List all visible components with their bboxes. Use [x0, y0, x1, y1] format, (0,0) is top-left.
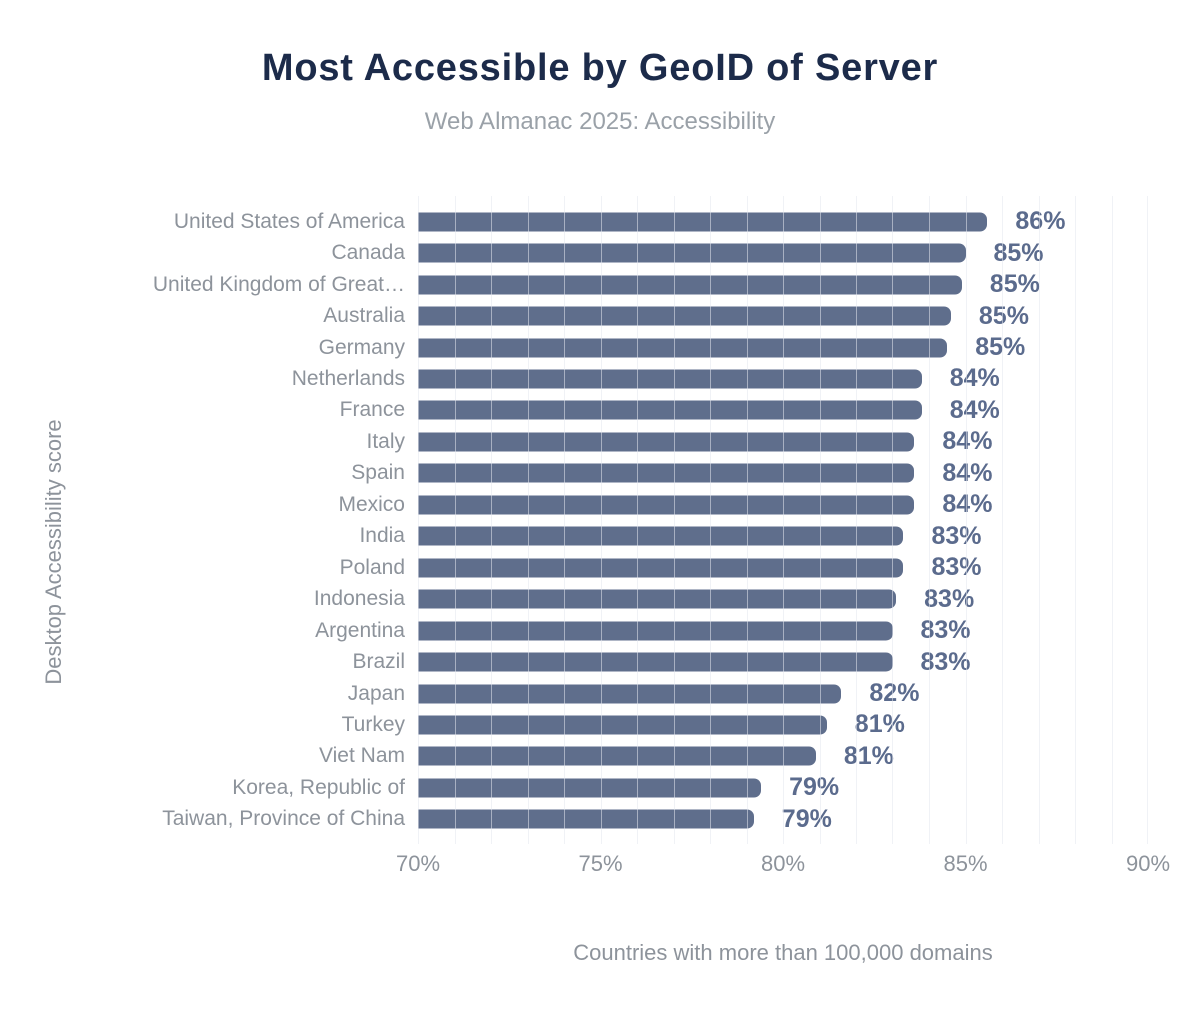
category-label: Japan [347, 681, 405, 705]
value-label: 84% [942, 490, 993, 519]
bar-row: Italy 84% [366, 426, 1148, 457]
bar[interactable] [418, 400, 922, 420]
value-label: 79% [781, 804, 832, 833]
value-label: 83% [920, 647, 971, 676]
x-tick-label: 90% [1125, 851, 1171, 876]
value-label: 81% [843, 741, 894, 770]
chart-subtitle: Web Almanac 2025: Accessibility [424, 108, 776, 135]
value-label: 84% [949, 395, 1000, 424]
category-label: Taiwan, Province of China [162, 807, 405, 831]
y-axis-label: Desktop Accessibility score [41, 419, 66, 685]
bar-row: Australia 85% [323, 300, 1148, 331]
category-label: Viet Nam [319, 744, 405, 768]
bar[interactable] [418, 809, 754, 829]
bar-row: Brazil 83% [352, 646, 1148, 677]
bar-row: Netherlands 84% [292, 363, 1148, 394]
chart-title: Most Accessible by GeoID of Server [261, 47, 939, 89]
category-label: United States of America [173, 209, 405, 233]
bar[interactable] [418, 495, 915, 515]
bar[interactable] [418, 369, 922, 389]
value-label: 82% [869, 679, 920, 708]
value-label: 85% [989, 270, 1040, 299]
value-label: 86% [1015, 207, 1066, 236]
value-label: 83% [931, 521, 982, 550]
x-tick-label: 75% [578, 851, 623, 876]
bar-row: Argentina 83% [315, 615, 1148, 646]
bar-row: Germany 85% [319, 332, 1148, 363]
bar[interactable] [418, 275, 962, 295]
bar-row: Korea, Republic of 79% [232, 772, 1148, 803]
value-label: 84% [942, 427, 993, 456]
x-axis-ticks: 70% 75% 80% 85% 90% [396, 844, 1170, 884]
x-tick-label: 80% [760, 851, 806, 876]
category-label: United Kingdom of Great… [152, 272, 405, 296]
value-label: 85% [975, 333, 1026, 362]
bar-row: Mexico 84% [338, 489, 1148, 520]
value-label: 84% [942, 458, 993, 487]
value-label: 83% [924, 584, 975, 613]
bar[interactable] [418, 212, 988, 232]
value-label: 84% [949, 364, 1000, 393]
category-label: India [359, 524, 405, 548]
bar[interactable] [418, 589, 897, 609]
bar[interactable] [418, 463, 915, 483]
bar-row: Canada 85% [331, 237, 1148, 268]
bar-row: France 84% [340, 395, 1148, 426]
category-label: Korea, Republic of [232, 775, 405, 799]
category-label: France [339, 398, 405, 422]
value-label: 85% [993, 238, 1044, 267]
bar[interactable] [418, 621, 893, 641]
bar-row: United Kingdom of Great… 85% [153, 269, 1148, 300]
category-label: Argentina [315, 618, 405, 642]
bar-row: Poland 83% [340, 552, 1148, 583]
category-label: Germany [318, 335, 405, 359]
category-label: Italy [366, 429, 405, 453]
bar-row: India 83% [359, 521, 1148, 552]
bar[interactable] [418, 652, 893, 672]
bar[interactable] [418, 778, 762, 798]
x-axis-caption: Countries with more than 100,000 domains [573, 940, 993, 965]
value-label: 85% [978, 301, 1029, 330]
value-label: 81% [854, 710, 905, 739]
category-label: Turkey [341, 712, 405, 736]
bar[interactable] [418, 684, 842, 704]
bar-row: United States of America 86% [174, 206, 1148, 237]
category-label: Mexico [338, 492, 405, 516]
category-label: Poland [339, 555, 405, 579]
category-label: Brazil [352, 650, 405, 674]
bar[interactable] [418, 558, 904, 578]
bar[interactable] [418, 338, 948, 358]
value-label: 79% [789, 773, 840, 802]
bar[interactable] [418, 746, 816, 766]
x-tick-label: 85% [943, 851, 988, 876]
bar[interactable] [418, 306, 951, 326]
bar-row: Turkey 81% [342, 709, 1148, 740]
category-label: Spain [351, 461, 405, 485]
bar-rows: United States of America 86% Canada 85% Unit… [153, 206, 1148, 835]
bar-row: Indonesia 83% [314, 583, 1148, 614]
category-label: Netherlands [291, 366, 405, 390]
bar-row: Spain 84% [351, 458, 1148, 489]
bar[interactable] [418, 243, 966, 263]
plot-area: United States of America 86% Canada 85% Unit… [153, 196, 1148, 844]
category-label: Indonesia [313, 587, 405, 611]
category-label: Canada [331, 241, 405, 265]
bar[interactable] [418, 432, 915, 452]
x-tick-label: 70% [395, 851, 441, 876]
value-label: 83% [920, 616, 971, 645]
bar-row: Japan 82% [348, 678, 1148, 709]
bar-row: Viet Nam 81% [319, 741, 1148, 772]
category-label: Australia [323, 304, 405, 328]
bar[interactable] [418, 526, 904, 546]
bar[interactable] [418, 715, 827, 735]
bar-row: Taiwan, Province of China 79% [162, 804, 1148, 835]
value-label: 83% [931, 553, 982, 582]
